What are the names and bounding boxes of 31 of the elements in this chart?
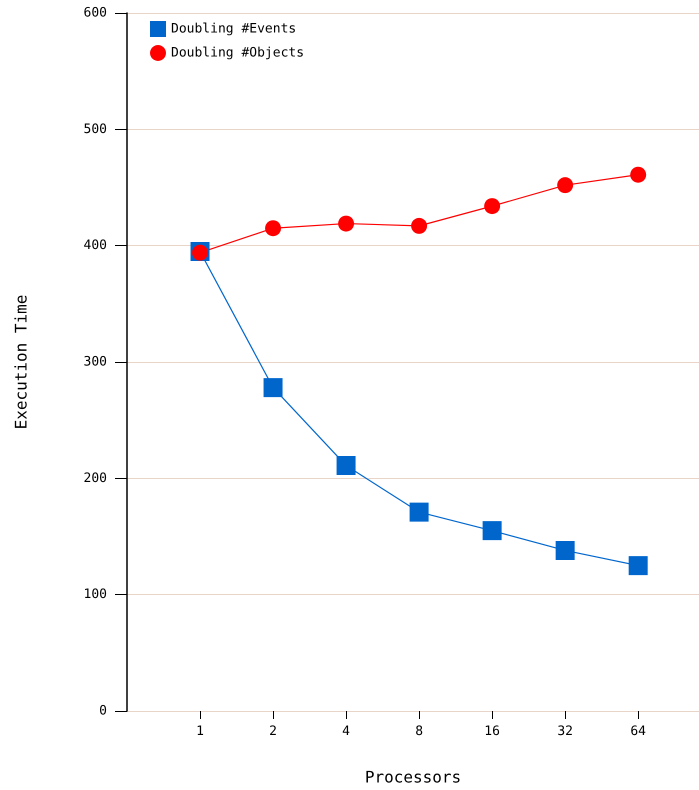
x-tick-label: 16 bbox=[484, 724, 500, 739]
point bbox=[410, 502, 429, 522]
x-tick-label: 64 bbox=[630, 724, 646, 739]
point bbox=[630, 166, 646, 183]
x-axis-title: Processors bbox=[364, 768, 462, 786]
point bbox=[484, 198, 500, 214]
point bbox=[192, 244, 208, 261]
y-tick-label: 600 bbox=[84, 6, 107, 20]
y-tick-label: 200 bbox=[84, 470, 107, 486]
y-tick-label: 100 bbox=[84, 587, 107, 602]
legend-label: Doubling #Events bbox=[171, 22, 296, 36]
y-axis-title: Execution Time bbox=[12, 294, 30, 430]
point bbox=[482, 521, 502, 540]
x-tick-label: 2 bbox=[269, 724, 277, 739]
legend-label: Doubling #Objects bbox=[171, 46, 304, 60]
y-tick-label: 500 bbox=[84, 122, 107, 137]
point bbox=[265, 220, 282, 236]
point bbox=[338, 216, 354, 232]
point bbox=[557, 177, 574, 194]
x-tick-label: 8 bbox=[415, 724, 424, 739]
y-tick-label: 0 bbox=[99, 704, 107, 718]
x-tick-label: 1 bbox=[196, 724, 204, 739]
x-tick-label: 32 bbox=[557, 724, 573, 739]
y-tick-label: 400 bbox=[84, 238, 107, 254]
y-tick-label: 300 bbox=[84, 354, 107, 370]
point bbox=[264, 378, 283, 398]
point bbox=[336, 456, 356, 476]
x-tick-label: 4 bbox=[342, 724, 350, 739]
point bbox=[556, 540, 575, 560]
point bbox=[411, 218, 428, 234]
point bbox=[628, 556, 648, 576]
